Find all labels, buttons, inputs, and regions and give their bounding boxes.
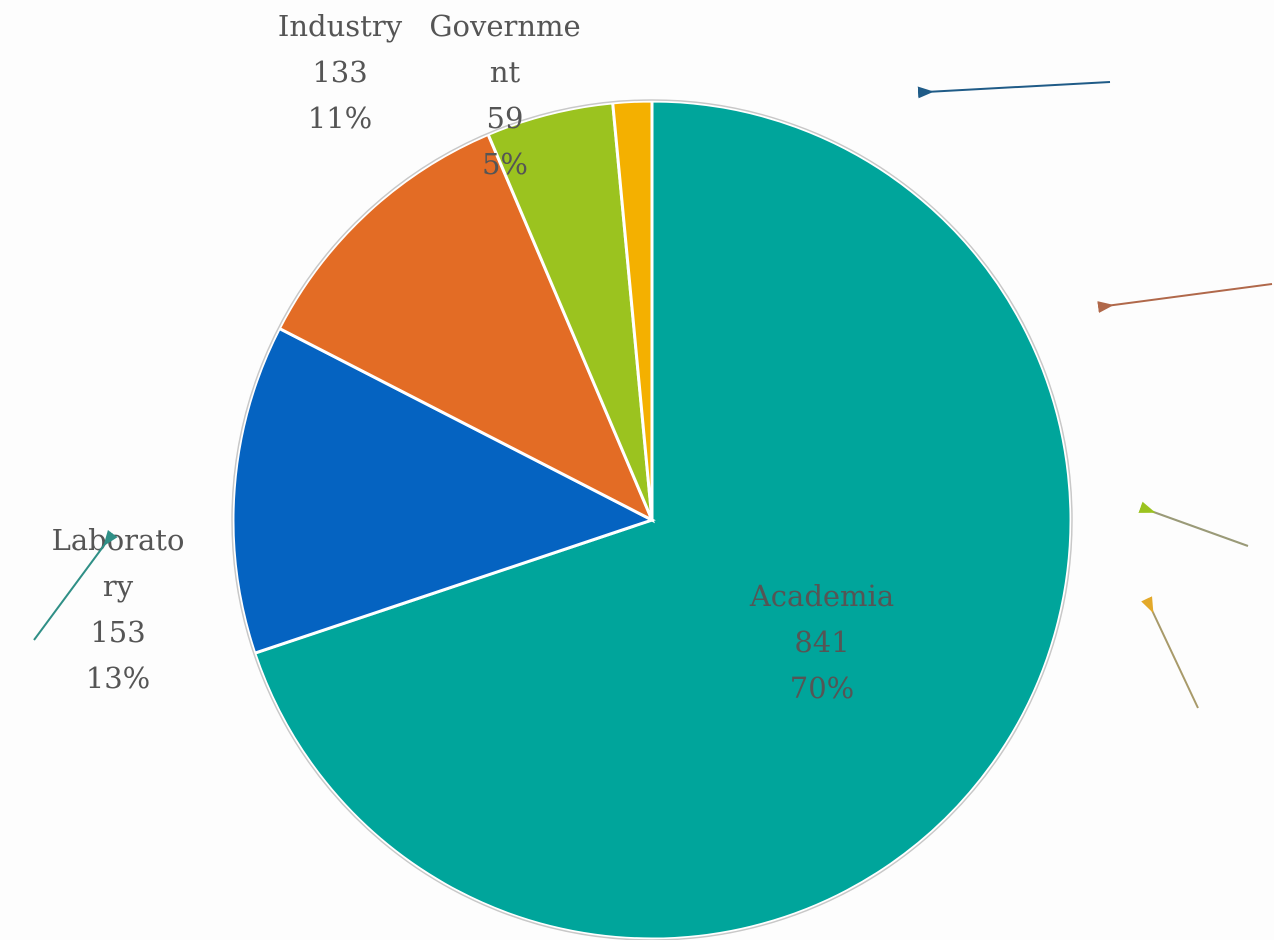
slice (231, 326, 656, 656)
arrow (1097, 283, 1273, 313)
category-label: Governme nt (429, 9, 580, 89)
slice (252, 99, 1073, 940)
label-line: nt (490, 55, 521, 89)
value-label: 133 (312, 55, 367, 89)
arrow (1138, 501, 1249, 547)
pie-outline (231, 99, 1073, 940)
arrow (33, 530, 118, 641)
percent-label: 70% (790, 671, 854, 705)
pie (231, 99, 1073, 940)
label-line: ry (103, 569, 134, 603)
value-label: 59 (487, 101, 524, 135)
value-label: 153 (90, 615, 145, 649)
label-line: Governme (429, 9, 580, 43)
value-label: 841 (794, 625, 849, 659)
slice (611, 99, 654, 521)
category-label: Academia (749, 579, 894, 613)
arrow (1141, 596, 1199, 709)
arrow (917, 81, 1111, 99)
slice (277, 132, 656, 524)
percent-label: 13% (86, 661, 150, 695)
leader-arrows (33, 81, 1273, 709)
percent-label: 11% (308, 101, 372, 135)
category-label: Industry (278, 9, 403, 43)
label-line: Laborato (52, 523, 185, 557)
labels: Academia 841 70% Laborato ry 153 13% Industry 13… (52, 9, 895, 705)
category-label: Laborato ry (52, 523, 185, 603)
percent-label: 5% (482, 147, 528, 181)
